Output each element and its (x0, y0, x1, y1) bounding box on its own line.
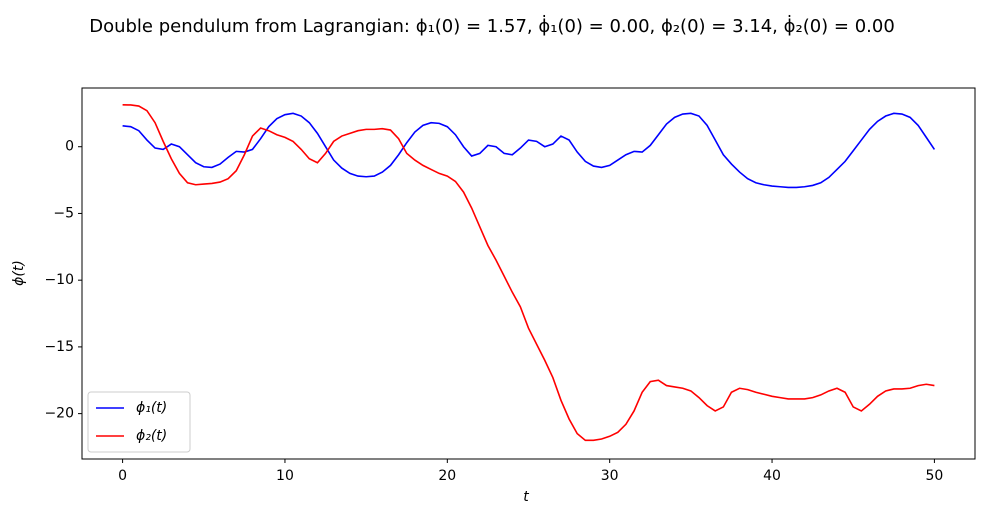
x-tick-label: 20 (438, 468, 456, 484)
series-line (122, 112, 936, 189)
y-tick-label: −20 (44, 406, 74, 422)
x-tick-label: 40 (763, 468, 781, 484)
x-axis-label: t (523, 489, 529, 505)
legend-box (87, 391, 191, 453)
x-tick-label: 30 (601, 468, 619, 484)
y-tick-label: −5 (53, 205, 74, 221)
legend-label: ϕ₂(t) (136, 428, 167, 444)
series-line (122, 104, 935, 442)
y-tick-label: −15 (44, 339, 74, 355)
x-tick-label: 10 (276, 468, 294, 484)
plot-frame (81, 87, 976, 460)
x-tick-label: 50 (925, 468, 943, 484)
y-tick-label: −10 (44, 272, 74, 288)
y-tick-label: 0 (65, 139, 74, 155)
legend-label: ϕ₁(t) (136, 400, 167, 416)
x-tick-label: 0 (118, 468, 127, 484)
chart-title: Double pendulum from Lagrangian: ϕ₁(0) =… (89, 14, 895, 37)
y-axis-label: ϕ(t) (11, 260, 27, 286)
